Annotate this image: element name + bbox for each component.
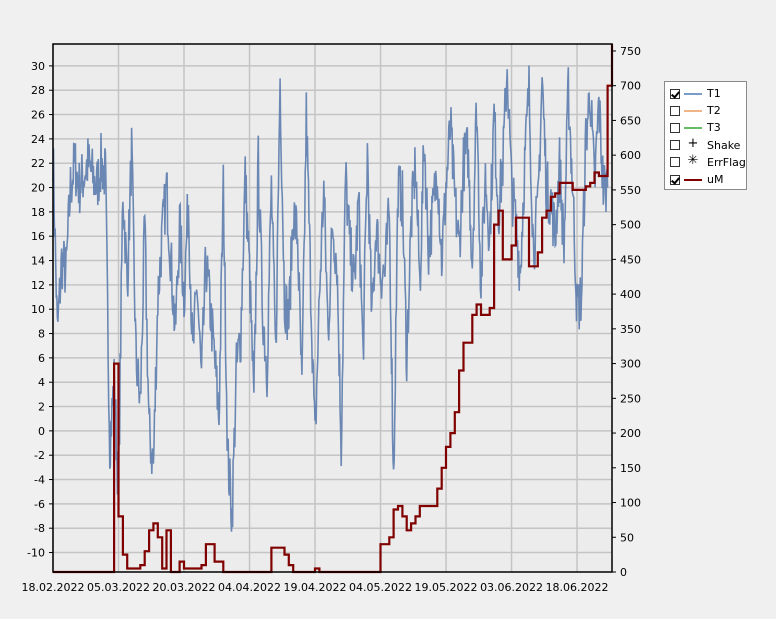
asterisk-icon: ✳ bbox=[687, 153, 699, 169]
y-left-tick-label: 8 bbox=[38, 328, 45, 341]
legend-item-errflag[interactable]: ✳ ErrFlag bbox=[665, 153, 746, 171]
y-left-tick-label: -4 bbox=[34, 474, 45, 487]
plot-frame bbox=[52, 43, 613, 573]
legend-label-um: uM bbox=[707, 173, 724, 187]
y-left-tick-label: 28 bbox=[31, 84, 45, 97]
legend-item-um[interactable]: uM bbox=[665, 171, 746, 188]
x-tick-label: 18.02.2022 bbox=[22, 581, 85, 594]
legend-item-t2[interactable]: T2 bbox=[665, 102, 746, 119]
legend-label-t1: T1 bbox=[707, 87, 721, 101]
y-left-tick-label: 6 bbox=[38, 352, 45, 365]
axes: 18.02.2022 05.03.2022 20.03.2022 04.04.2022… bbox=[22, 45, 641, 594]
plus-icon: + bbox=[687, 136, 699, 152]
y-left-tick-label: 18 bbox=[31, 206, 45, 219]
y-left-tick-label: 12 bbox=[31, 279, 45, 292]
legend-checkbox-t3[interactable] bbox=[670, 122, 680, 133]
y-right-tick-label: 250 bbox=[620, 392, 641, 405]
legend-checkbox-t1[interactable] bbox=[670, 88, 680, 99]
y-left-tick-label: 26 bbox=[31, 109, 45, 122]
legend-swatch-t1 bbox=[683, 89, 703, 99]
y-right-tick-label: 50 bbox=[620, 531, 634, 544]
legend-item-t1[interactable]: T1 bbox=[665, 85, 746, 102]
legend-item-shake[interactable]: + Shake bbox=[665, 136, 746, 154]
y-left-tick-label: 10 bbox=[31, 303, 45, 316]
y-left-tick-label: 20 bbox=[31, 182, 45, 195]
y-left-tick-label: -2 bbox=[34, 449, 45, 462]
y-left-tick-label: 0 bbox=[38, 425, 45, 438]
y-left-tick-label: -6 bbox=[34, 498, 45, 511]
legend-checkbox-errflag[interactable] bbox=[670, 157, 680, 168]
legend-swatch-um bbox=[683, 175, 703, 185]
x-tick-label: 19.04.2022 bbox=[284, 581, 347, 594]
grid bbox=[52, 44, 612, 572]
y-right-tick-label: 100 bbox=[620, 497, 641, 510]
y-left-tick-label: -10 bbox=[27, 547, 45, 560]
x-tick-label: 04.05.2022 bbox=[349, 581, 412, 594]
y-right-tick-label: 200 bbox=[620, 427, 641, 440]
legend-swatch-t2 bbox=[683, 106, 703, 116]
y-right-tick-label: 350 bbox=[620, 323, 641, 336]
y-right-tick-label: 550 bbox=[620, 184, 641, 197]
y-right-tick-label: 150 bbox=[620, 462, 641, 475]
x-tick-label: 05.03.2022 bbox=[87, 581, 150, 594]
legend-checkbox-shake[interactable] bbox=[670, 140, 680, 151]
x-tick-label: 20.03.2022 bbox=[153, 581, 216, 594]
x-tick-label: 19.05.2022 bbox=[415, 581, 478, 594]
y-left-tick-label: 22 bbox=[31, 157, 45, 170]
y-right-tick-label: 750 bbox=[620, 45, 641, 58]
y-left-tick-label: -8 bbox=[34, 522, 45, 535]
y-right-tick-label: 0 bbox=[620, 566, 627, 579]
y-left-tick-label: 24 bbox=[31, 133, 45, 146]
y-left-tick-label: 4 bbox=[38, 376, 45, 389]
y-left-tick-label: 16 bbox=[31, 230, 45, 243]
legend: T1 T2 T3 + Shake ✳ ErrFlag uM bbox=[664, 81, 747, 190]
y-left-tick-label: 14 bbox=[31, 255, 45, 268]
y-right-tick-label: 600 bbox=[620, 149, 641, 162]
y-right-tick-label: 450 bbox=[620, 253, 641, 266]
legend-swatch-t3 bbox=[683, 123, 703, 133]
x-tick-label: 04.04.2022 bbox=[218, 581, 281, 594]
x-tick-label: 18.06.2022 bbox=[546, 581, 609, 594]
y-right-tick-label: 650 bbox=[620, 114, 641, 127]
legend-label-t2: T2 bbox=[707, 104, 721, 118]
y-right-tick-label: 300 bbox=[620, 358, 641, 371]
y-left-tick-label: 2 bbox=[38, 401, 45, 414]
y-right-tick-label: 700 bbox=[620, 80, 641, 93]
x-tick-label: 03.06.2022 bbox=[480, 581, 543, 594]
legend-checkbox-t2[interactable] bbox=[670, 105, 680, 116]
legend-label-shake: Shake bbox=[707, 138, 741, 152]
legend-label-errflag: ErrFlag bbox=[707, 155, 746, 169]
plot-background bbox=[53, 44, 612, 572]
y-right-tick-label: 500 bbox=[620, 219, 641, 232]
legend-item-t3[interactable]: T3 bbox=[665, 119, 746, 136]
legend-label-t3: T3 bbox=[707, 121, 721, 135]
y-right-tick-label: 400 bbox=[620, 288, 641, 301]
series-t1-line bbox=[52, 65, 609, 532]
y-left-tick-label: 30 bbox=[31, 60, 45, 73]
legend-checkbox-um[interactable] bbox=[670, 174, 680, 185]
